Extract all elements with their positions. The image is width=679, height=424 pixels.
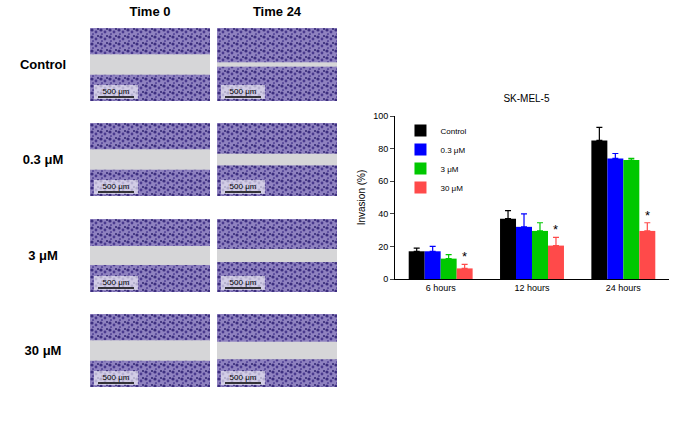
svg-text:0: 0: [383, 274, 388, 284]
svg-text:80: 80: [378, 144, 388, 154]
svg-text:500 μm: 500 μm: [230, 182, 257, 191]
svg-text:500 μm: 500 μm: [230, 278, 257, 287]
svg-text:500 μm: 500 μm: [103, 373, 130, 382]
html-text:Time 24: Time 24: [252, 4, 302, 19]
html-text:3 μM: 3 μM: [28, 247, 58, 263]
svg-text:500 μm: 500 μm: [230, 373, 257, 382]
svg-text:0.3 μM: 0.3 μM: [440, 146, 465, 155]
svg-text:40: 40: [378, 209, 388, 219]
svg-text:Control: Control: [440, 127, 466, 136]
svg-text:*: *: [553, 222, 558, 237]
svg-text:24 hours: 24 hours: [606, 283, 642, 293]
svg-text:Invasion (%): Invasion (%): [356, 170, 367, 226]
html-text:Time 0: Time 0: [129, 4, 171, 19]
html-text:30 μM: 30 μM: [24, 342, 62, 358]
svg-text:*: *: [645, 208, 650, 223]
svg-text:100: 100: [373, 111, 388, 121]
html-text:Control: Control: [19, 56, 67, 72]
html-text:0.3 μM: 0.3 μM: [22, 151, 64, 167]
svg-text:6 hours: 6 hours: [426, 283, 457, 293]
svg-text:60: 60: [378, 176, 388, 186]
svg-text:SK-MEL-5: SK-MEL-5: [503, 93, 550, 104]
svg-text:500 μm: 500 μm: [103, 182, 130, 191]
svg-text:20: 20: [378, 242, 388, 252]
svg-text:500 μm: 500 μm: [230, 87, 257, 96]
svg-text:30 μM: 30 μM: [440, 184, 463, 193]
svg-text:500 μm: 500 μm: [103, 87, 130, 96]
svg-text:12 hours: 12 hours: [514, 283, 550, 293]
svg-text:500 μm: 500 μm: [103, 278, 130, 287]
svg-text:3 μM: 3 μM: [440, 165, 458, 174]
svg-text:*: *: [462, 249, 467, 264]
